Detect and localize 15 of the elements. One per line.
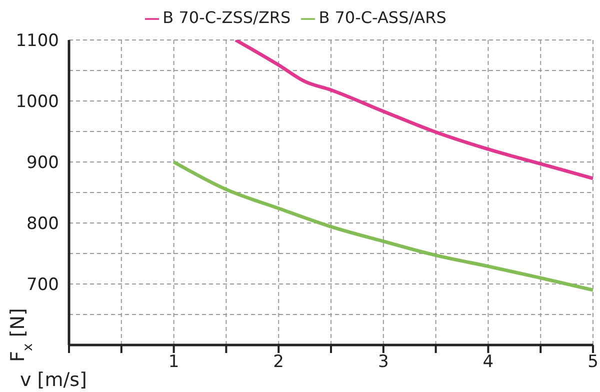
y-tick-label: 1100	[16, 31, 59, 52]
line-series	[234, 40, 593, 180]
x-axis-title: v [m/s]	[20, 369, 87, 391]
legend-label: B 70-C-ASS/ARS	[318, 8, 446, 27]
y-tick-label: 800	[26, 214, 59, 234]
x-tick-label: 3	[378, 352, 389, 372]
y-tick-label: 1000	[16, 92, 59, 112]
x-tick-label: 2	[273, 352, 284, 372]
y-tick-label: 700	[26, 275, 59, 296]
x-tick-label: 5	[588, 352, 598, 372]
x-tick-label: 4	[482, 352, 494, 372]
y-tick-label: 900	[26, 153, 59, 174]
line-series	[172, 160, 593, 292]
legend-label: B 70-C-ZSS/ZRS	[162, 8, 291, 27]
x-tick-label: 1	[168, 352, 180, 372]
